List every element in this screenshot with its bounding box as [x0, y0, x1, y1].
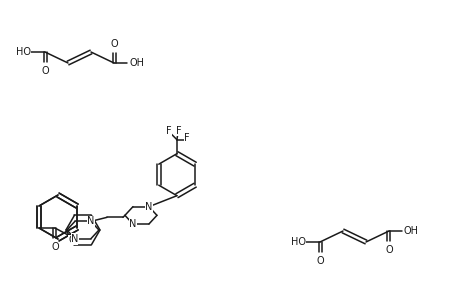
Text: F: F: [176, 126, 182, 136]
Text: O: O: [51, 242, 59, 252]
Text: HO: HO: [16, 47, 31, 57]
Text: N: N: [145, 202, 153, 212]
Text: Cl: Cl: [68, 235, 78, 245]
Text: N: N: [129, 219, 137, 229]
Text: O: O: [110, 39, 118, 49]
Text: F: F: [166, 126, 172, 136]
Text: OH: OH: [404, 226, 419, 236]
Text: O: O: [316, 256, 324, 266]
Text: HO: HO: [291, 237, 306, 247]
Text: F: F: [184, 133, 190, 143]
Text: N: N: [87, 216, 95, 226]
Text: N: N: [71, 234, 79, 244]
Text: O: O: [385, 245, 393, 255]
Text: O: O: [41, 66, 49, 76]
Text: OH: OH: [129, 58, 144, 68]
